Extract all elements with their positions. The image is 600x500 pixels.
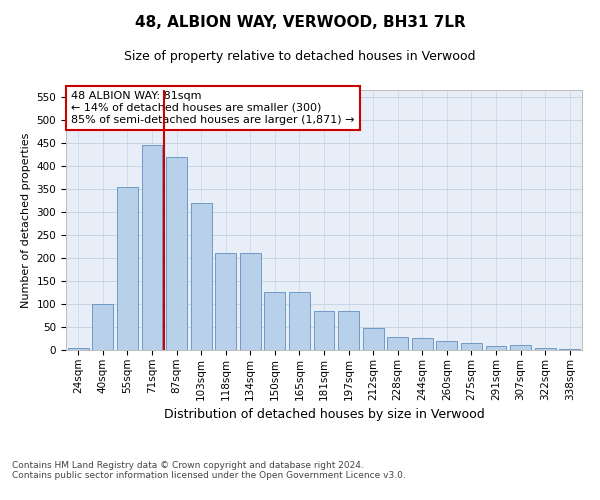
Bar <box>559 348 580 350</box>
Text: Size of property relative to detached houses in Verwood: Size of property relative to detached ho… <box>124 50 476 63</box>
Bar <box>166 156 187 350</box>
Bar <box>510 346 531 350</box>
Bar <box>535 348 556 350</box>
Bar <box>92 304 113 350</box>
Bar <box>289 292 310 350</box>
Bar <box>240 254 261 350</box>
Bar <box>387 337 408 350</box>
Bar <box>436 341 457 350</box>
X-axis label: Distribution of detached houses by size in Verwood: Distribution of detached houses by size … <box>164 408 484 421</box>
Bar <box>314 311 334 350</box>
Bar <box>215 254 236 350</box>
Bar <box>191 202 212 350</box>
Bar <box>338 311 359 350</box>
Text: Contains HM Land Registry data © Crown copyright and database right 2024.
Contai: Contains HM Land Registry data © Crown c… <box>12 460 406 480</box>
Bar <box>485 346 506 350</box>
Bar <box>117 186 138 350</box>
Bar <box>412 338 433 350</box>
Y-axis label: Number of detached properties: Number of detached properties <box>21 132 31 308</box>
Bar <box>142 145 163 350</box>
Bar <box>362 328 383 350</box>
Bar <box>265 292 286 350</box>
Bar <box>461 343 482 350</box>
Text: 48, ALBION WAY, VERWOOD, BH31 7LR: 48, ALBION WAY, VERWOOD, BH31 7LR <box>134 15 466 30</box>
Bar <box>68 348 89 350</box>
Text: 48 ALBION WAY: 81sqm
← 14% of detached houses are smaller (300)
85% of semi-deta: 48 ALBION WAY: 81sqm ← 14% of detached h… <box>71 92 355 124</box>
